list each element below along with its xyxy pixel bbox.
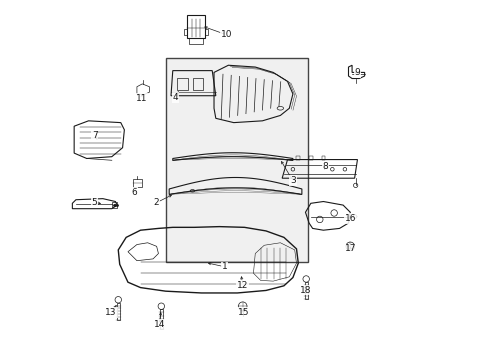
Text: 6: 6 [131, 188, 137, 197]
Bar [117, 303, 120, 320]
Text: 4: 4 [172, 93, 178, 102]
Bar [177, 78, 188, 90]
Text: 14: 14 [153, 320, 164, 329]
Text: 11: 11 [136, 94, 147, 103]
Bar [160, 309, 163, 329]
Bar [187, 15, 204, 39]
Bar [184, 30, 187, 35]
Text: 18: 18 [299, 285, 310, 294]
Bar [308, 156, 312, 159]
Bar [204, 30, 207, 35]
Text: 12: 12 [237, 280, 248, 289]
Text: 2: 2 [154, 198, 159, 207]
Text: 10: 10 [221, 30, 232, 39]
Text: 5: 5 [92, 198, 97, 207]
Text: 15: 15 [238, 308, 249, 317]
Bar [112, 202, 117, 208]
Text: 8: 8 [322, 162, 327, 171]
Text: 13: 13 [105, 308, 117, 317]
Text: 16: 16 [344, 214, 356, 223]
Bar [192, 78, 203, 90]
Bar [296, 156, 300, 159]
Text: 3: 3 [289, 176, 295, 185]
Bar [304, 282, 307, 299]
Text: 9: 9 [354, 68, 360, 77]
Bar [166, 58, 307, 262]
Text: 17: 17 [344, 244, 356, 253]
Bar [321, 156, 325, 159]
Text: 7: 7 [92, 131, 97, 140]
Text: 1: 1 [222, 262, 227, 271]
